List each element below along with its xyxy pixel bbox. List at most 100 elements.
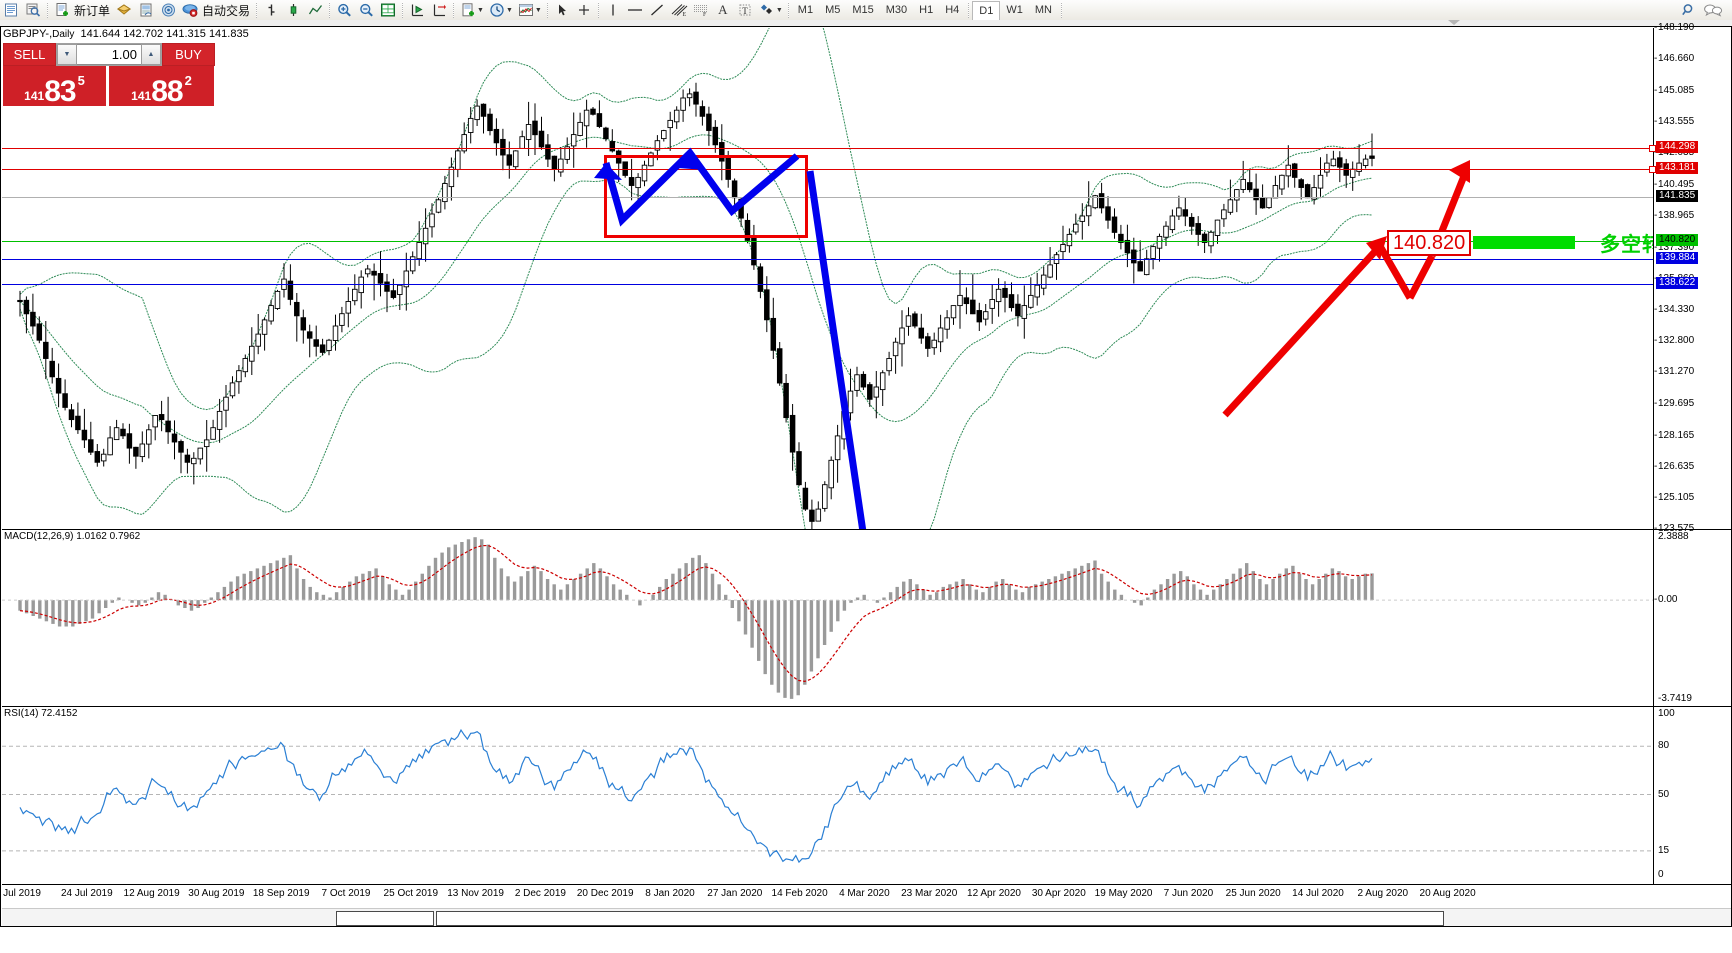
date-axis[interactable]: Jul 2019 24 Jul 2019 12 Aug 2019 30 Aug 201… <box>2 886 1731 908</box>
volume-increase-icon[interactable]: ▲ <box>141 44 161 65</box>
new-order-label[interactable]: 新订单 <box>74 3 111 18</box>
bid-price[interactable]: 141 83 5 <box>3 66 108 107</box>
toolbar-separator <box>453 2 455 18</box>
templates-icon[interactable] <box>457 1 479 19</box>
zigzag-blue-path[interactable] <box>602 147 800 227</box>
autotrading-label[interactable]: 自动交易 <box>202 3 251 18</box>
timeframe-h4[interactable]: H4 <box>945 4 960 16</box>
one-click-trading-panel[interactable]: SELL ▼ 1.00 ▲ BUY 141 83 5 141 88 2 <box>3 43 215 107</box>
text-label-icon[interactable]: T <box>734 1 756 19</box>
price-level-label-143181[interactable]: 143.181 <box>1656 162 1699 174</box>
pivot-highlight-band[interactable] <box>1473 236 1575 249</box>
templates-chevron-down-icon[interactable]: ▼ <box>477 6 484 14</box>
chinese-annotation-text[interactable]: 多空转折点 <box>1600 234 1654 256</box>
trendline-icon[interactable] <box>646 1 668 19</box>
price-pane[interactable]: 140.820 多空转折点 <box>2 28 1731 530</box>
consolidation-rectangle[interactable] <box>604 155 808 238</box>
rsi-tick: 15 <box>1658 844 1670 856</box>
auto-scroll-icon[interactable] <box>406 1 428 19</box>
timeframe-h1[interactable]: H1 <box>919 4 934 16</box>
chart-symbol-header: GBPJPY-,Daily 141.644 142.702 141.315 14… <box>3 28 249 40</box>
signals-icon[interactable] <box>157 1 179 19</box>
scrollbar-thumb-main[interactable] <box>436 911 1444 926</box>
resistance-line-144298[interactable] <box>2 148 1654 149</box>
autotrading-icon[interactable] <box>179 1 201 19</box>
ask-price[interactable]: 141 88 2 <box>109 66 214 107</box>
equidistant-channel-icon[interactable]: E <box>668 1 690 19</box>
price-level-label-140820[interactable]: 140.820 <box>1656 234 1699 246</box>
line-chart-icon[interactable] <box>304 1 326 19</box>
indicators-chevron-down-icon[interactable]: ▼ <box>534 6 542 14</box>
price-tick: -138.965 <box>1654 209 1695 221</box>
timeframe-mn[interactable]: MN <box>1034 4 1052 16</box>
date-tick: 23 Mar 2020 <box>901 888 958 899</box>
new-order-icon[interactable] <box>51 1 73 19</box>
downtrend-blue-arrow[interactable] <box>806 170 884 529</box>
macd-chart-svg <box>2 537 1654 699</box>
period-icon[interactable] <box>486 1 508 19</box>
buy-button[interactable]: BUY <box>162 43 215 66</box>
expert-advisors-icon[interactable] <box>113 1 135 19</box>
toolbar-separator <box>597 2 599 18</box>
uptrend-red-arrow[interactable] <box>1222 160 1470 418</box>
level-handle[interactable] <box>1649 145 1656 152</box>
rsi-tick: 50 <box>1658 788 1670 800</box>
timeframe-d1[interactable]: D1 <box>972 0 1001 21</box>
timeframe-m1[interactable]: M1 <box>797 4 814 16</box>
text-icon[interactable]: A <box>718 2 728 17</box>
pivot-line-140820[interactable] <box>2 241 1654 242</box>
price-level-label-139884[interactable]: 139.884 <box>1656 252 1699 264</box>
macd-plot-area[interactable] <box>2 531 1654 706</box>
timeframe-m15[interactable]: M15 <box>852 4 874 16</box>
chat-icon[interactable] <box>1700 1 1726 19</box>
scrollbar-thumb-left[interactable] <box>336 911 434 926</box>
sell-button[interactable]: SELL <box>3 43 56 66</box>
horizontal-line-icon[interactable] <box>624 1 646 19</box>
chart-shift-icon[interactable] <box>428 1 450 19</box>
bar-chart-icon[interactable] <box>260 1 282 19</box>
zoom-out-icon[interactable] <box>355 1 377 19</box>
data-grid-icon[interactable] <box>377 1 399 19</box>
resistance-line-143181[interactable] <box>2 169 1654 170</box>
fibonacci-retracement-icon[interactable]: F <box>690 1 712 19</box>
strategy-tester-icon[interactable] <box>135 1 157 19</box>
market-watch-icon[interactable] <box>0 1 22 19</box>
svg-text:F: F <box>703 12 707 17</box>
collapse-chevron-icon[interactable] <box>1448 20 1460 25</box>
toolbar-separator <box>47 2 48 18</box>
rsi-plot-area[interactable] <box>2 708 1654 884</box>
shapes-chevron-down-icon[interactable]: ▼ <box>775 6 783 14</box>
price-level-label-141835[interactable]: 141.835 <box>1656 190 1699 202</box>
date-tick: 27 Jan 2020 <box>707 888 763 899</box>
symbol-ohlc: 141.644 142.702 141.315 141.835 <box>80 28 249 40</box>
data-window-icon[interactable] <box>22 1 44 19</box>
macd-pane[interactable]: MACD(12,26,9) 1.0162 0.7962 <box>2 531 1731 707</box>
price-scale[interactable]: -148.190-146.660-145.085-143.555-142.035… <box>1649 23 1732 885</box>
crosshair-icon[interactable] <box>573 1 595 19</box>
volume-input[interactable]: 1.00 <box>77 44 141 65</box>
pivot-price-label[interactable]: 140.820 <box>1387 230 1472 256</box>
level-handle[interactable] <box>1649 166 1656 173</box>
price-level-label-138622[interactable]: 138.622 <box>1656 277 1699 289</box>
price-level-label-144298[interactable]: 144.298 <box>1656 141 1699 153</box>
period-chevron-down-icon[interactable]: ▼ <box>505 6 513 14</box>
indicators-icon[interactable] <box>515 1 537 19</box>
timeframe-w1[interactable]: W1 <box>1006 4 1023 16</box>
support-line-139884[interactable] <box>2 259 1654 260</box>
rsi-pane[interactable]: RSI(14) 72.4152 <box>2 708 1731 885</box>
timeframe-m30[interactable]: M30 <box>885 4 908 16</box>
cursor-icon[interactable] <box>551 1 573 19</box>
volume-stepper[interactable]: ▼ 1.00 ▲ <box>56 43 162 66</box>
price-plot-area[interactable]: 140.820 多空转折点 <box>2 28 1654 529</box>
toolbar-separator <box>402 2 404 18</box>
timeframe-m5[interactable]: M5 <box>825 4 841 16</box>
macd-label: MACD(12,26,9) 1.0162 0.7962 <box>4 531 141 542</box>
volume-decrease-icon[interactable]: ▼ <box>57 44 77 65</box>
candlestick-chart-icon[interactable] <box>282 1 304 19</box>
price-tick: -145.085 <box>1654 85 1695 97</box>
horizontal-scrollbar[interactable] <box>2 908 1731 926</box>
vertical-line-icon[interactable] <box>602 1 624 19</box>
search-icon[interactable] <box>1678 1 1700 19</box>
shapes-icon[interactable] <box>756 1 778 19</box>
zoom-in-icon[interactable] <box>333 1 355 19</box>
